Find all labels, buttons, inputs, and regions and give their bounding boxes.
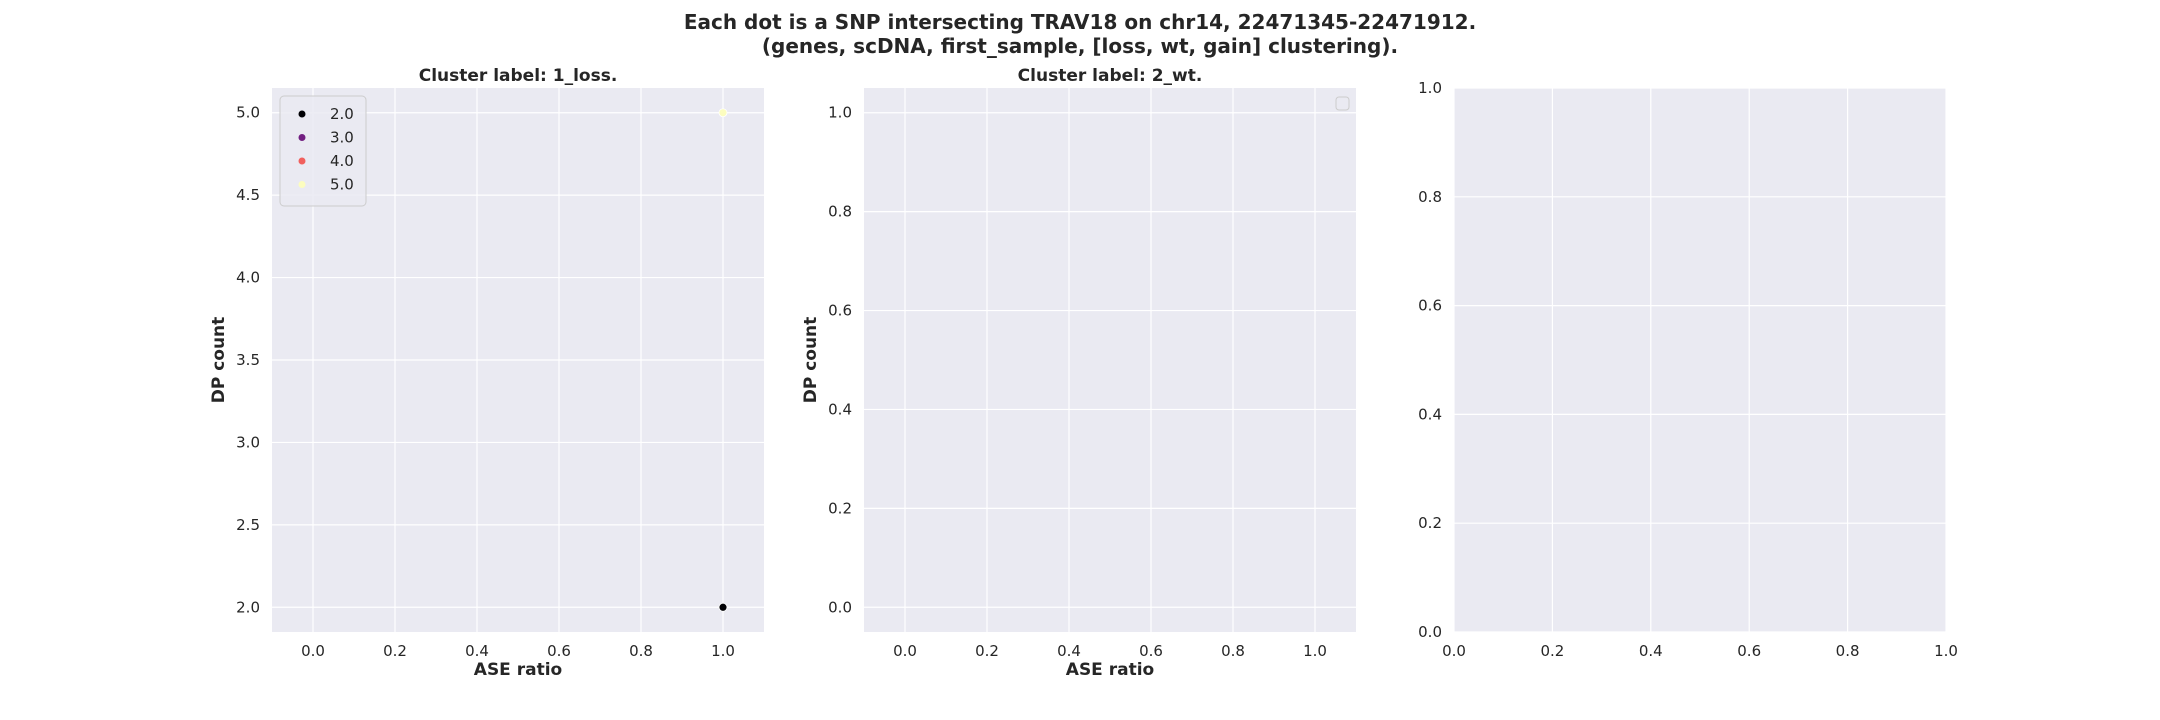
y-tick-label: 3.5 — [236, 351, 260, 369]
plot-area — [864, 88, 1356, 632]
x-tick-label: 0.8 — [1836, 642, 1860, 660]
legend-label: 3.0 — [330, 129, 354, 147]
y-tick-label: 0.8 — [1418, 188, 1442, 206]
data-point — [718, 108, 728, 118]
y-tick-label: 5.0 — [236, 104, 260, 122]
legend-marker — [298, 110, 306, 118]
y-axis-label: DP count — [801, 317, 821, 404]
plot-area — [1454, 88, 1946, 632]
x-tick-label: 0.4 — [1057, 642, 1081, 660]
x-tick-label: 0.4 — [465, 642, 489, 660]
subplot-3: 0.0 0.2 0.4 0.6 0.8 1.0 0.0 0.2 0.4 0.6 0.8 1.0 — [1418, 79, 1958, 660]
legend-label: 5.0 — [330, 176, 354, 194]
y-tick-label: 0.6 — [828, 302, 852, 320]
legend-box-empty — [1335, 96, 1350, 111]
subplot-title: Cluster label: 2_wt. — [1018, 66, 1203, 86]
x-tick-label: 1.0 — [711, 642, 735, 660]
y-tick-label: 0.6 — [1418, 297, 1442, 315]
figure-title-line1: Each dot is a SNP intersecting TRAV18 on… — [683, 10, 1477, 34]
y-tick-label: 0.0 — [828, 598, 852, 616]
figure-title-line2: (genes, scDNA, first_sample, [loss, wt, … — [761, 34, 1399, 58]
y-tick-label: 0.2 — [1418, 514, 1442, 532]
x-tick-label: 0.4 — [1639, 642, 1663, 660]
x-tick-label: 0.0 — [893, 642, 917, 660]
y-tick-label: 3.0 — [236, 433, 260, 451]
x-tick-label: 0.6 — [547, 642, 571, 660]
x-tick-label: 0.8 — [629, 642, 653, 660]
x-axis-label: ASE ratio — [474, 660, 562, 680]
data-point — [718, 602, 728, 612]
y-tick-label: 0.4 — [1418, 405, 1442, 423]
x-tick-label: 0.2 — [1540, 642, 1564, 660]
y-tick-label: 4.5 — [236, 186, 260, 204]
legend-label: 4.0 — [330, 152, 354, 170]
x-tick-label: 0.8 — [1221, 642, 1245, 660]
y-tick-label: 2.0 — [236, 598, 260, 616]
legend-box — [279, 95, 367, 207]
y-tick-label: 1.0 — [828, 104, 852, 122]
x-axis-label: ASE ratio — [1066, 660, 1154, 680]
legend-marker — [298, 157, 306, 165]
x-tick-label: 0.2 — [975, 642, 999, 660]
legend-marker — [298, 134, 306, 141]
legend-label: 2.0 — [330, 105, 354, 123]
subplot-2: 0.0 0.2 0.4 0.6 0.8 1.0 0.0 0.2 0.4 0.6 0.8 1.0 Clus… — [801, 66, 1356, 680]
x-tick-label: 1.0 — [1303, 642, 1327, 660]
y-tick-label: 0.2 — [828, 499, 852, 517]
subplot-title: Cluster label: 1_loss. — [419, 66, 618, 86]
x-tick-label: 0.2 — [383, 642, 407, 660]
x-tick-label: 0.0 — [301, 642, 325, 660]
x-tick-label: 0.6 — [1139, 642, 1163, 660]
subplot-1: 0.0 0.2 0.4 0.6 0.8 1.0 2.0 2.5 3.0 3.5 4.0 4.5 5.0 C… — [209, 66, 764, 680]
y-axis-label: DP count — [209, 317, 229, 404]
y-tick-label: 0.8 — [828, 203, 852, 221]
y-tick-label: 1.0 — [1418, 79, 1442, 97]
y-tick-label: 0.4 — [828, 400, 852, 418]
x-tick-label: 1.0 — [1934, 642, 1958, 660]
y-tick-label: 4.0 — [236, 269, 260, 287]
x-tick-label: 0.6 — [1737, 642, 1761, 660]
y-tick-label: 0.0 — [1418, 623, 1442, 641]
y-tick-label: 2.5 — [236, 516, 260, 534]
legend-marker — [298, 181, 306, 188]
x-tick-label: 0.0 — [1442, 642, 1466, 660]
